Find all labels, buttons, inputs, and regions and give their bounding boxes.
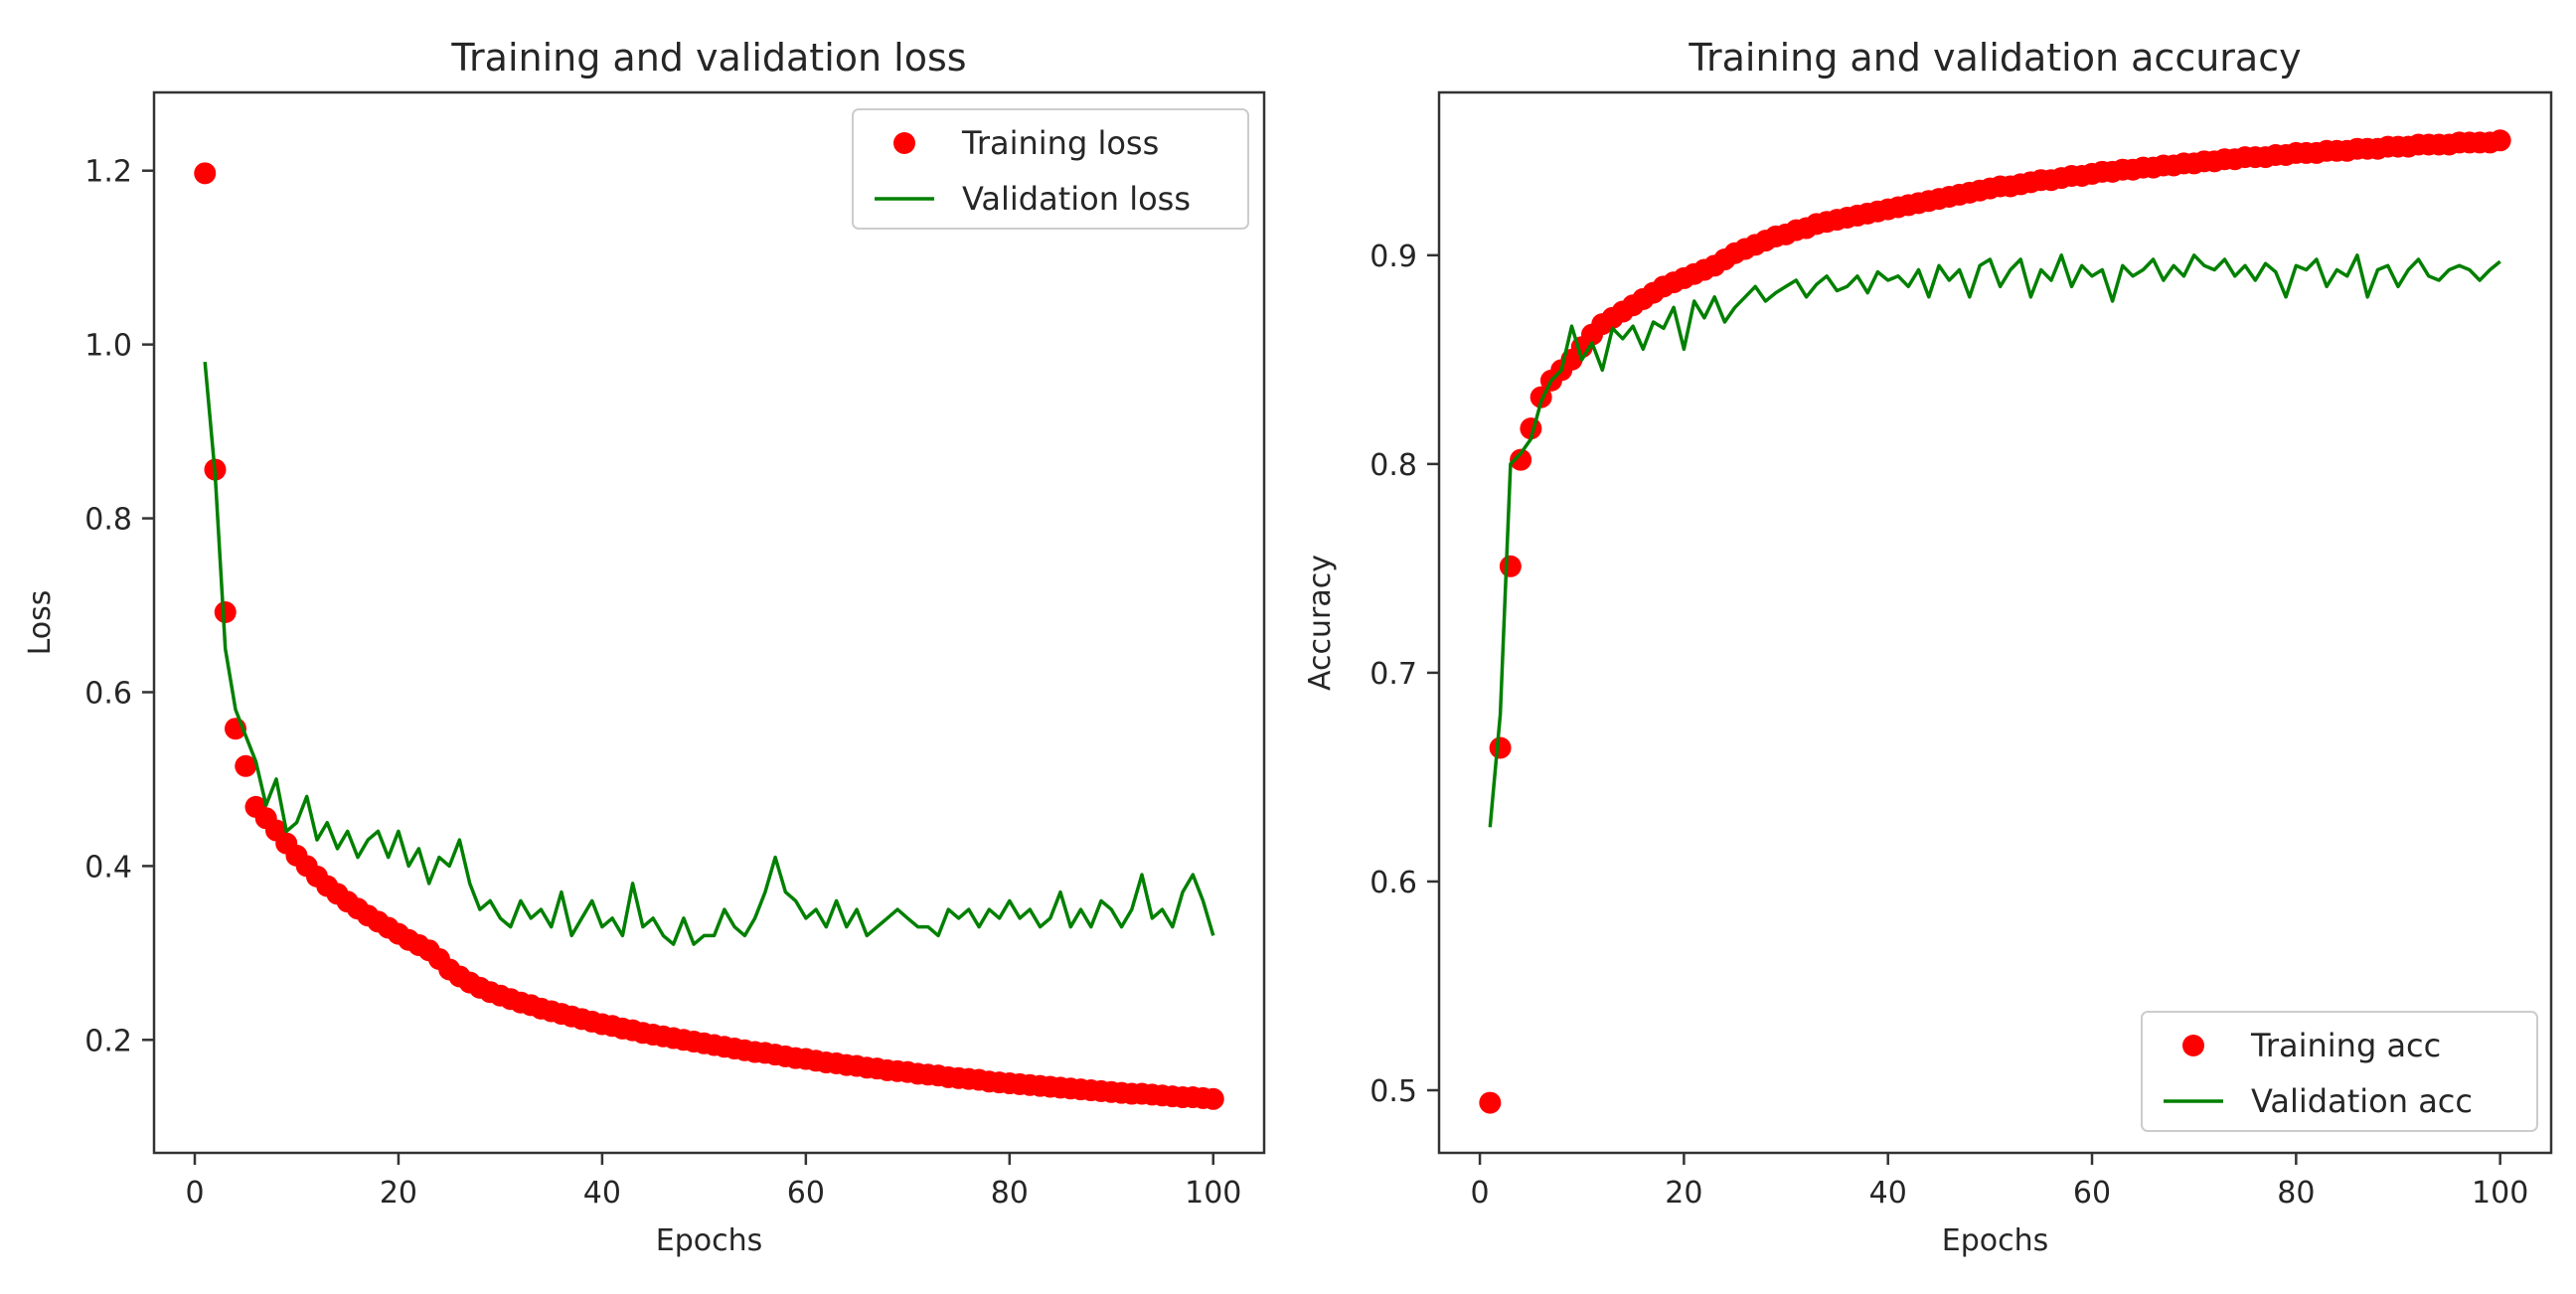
x-tick-label: 80 [2277,1176,2315,1211]
legend-box [2141,1011,2538,1132]
legend-label: Validation acc [2251,1082,2473,1120]
y-tick-label: 1.2 [84,155,132,190]
data-point [214,601,237,624]
y-tick-label: 1.0 [84,329,132,364]
legend-box [852,108,1249,230]
series-line-validation-loss [203,361,1215,946]
x-tick-label: 100 [2472,1176,2528,1211]
x-tick-label: 60 [787,1176,825,1211]
x-tick-label: 0 [1471,1176,1490,1211]
y-axis-label: Accuracy [1303,555,1338,691]
data-point [1499,555,1522,577]
chart-title: Training and validation accuracy [1688,36,2301,80]
x-tick-label: 20 [1665,1176,1702,1211]
y-axis-label: Loss [23,590,58,656]
legend-label: Validation loss [962,180,1191,218]
legend-label: Training acc [2250,1027,2441,1064]
accuracy-chart: 0 20 40 60 80 100 0.5 0.6 0.7 0.8 0.9 Training and … [1303,36,2553,1258]
axes-frame [1437,90,2553,1155]
data-point [2489,129,2511,152]
data-point [1510,448,1532,471]
y-tick-label: 0.8 [84,503,132,538]
y-tick-label: 0.8 [1369,448,1417,483]
data-point [194,162,217,185]
data-point [1479,1091,1502,1114]
y-tick-label: 0.2 [84,1024,132,1058]
x-tick-label: 40 [1869,1176,1907,1211]
x-tick-label: 20 [380,1176,417,1211]
data-point [1489,736,1512,759]
series-line-validation-acc [1488,253,2501,828]
data-point [1202,1087,1224,1110]
x-axis-label: Epochs [656,1223,763,1258]
chart-title: Training and validation loss [450,36,966,80]
axes-frame [152,90,1266,1155]
y-tick-label: 0.7 [1369,657,1417,692]
y-tick-label: 0.6 [84,676,132,711]
x-tick-label: 80 [991,1176,1029,1211]
plot-area [1439,92,2551,1153]
y-tick-label: 0.9 [1369,240,1417,274]
x-axis-label: Epochs [1942,1223,2049,1258]
legend-marker-swatch [2182,1035,2204,1056]
loss-chart: 0 20 40 60 80 100 0.2 0.4 0.6 0.8 1.0 1.2 Training a… [23,36,1266,1258]
y-tick-label: 0.5 [1369,1074,1417,1109]
x-tick-label: 60 [2073,1176,2111,1211]
x-tick-label: 40 [583,1176,621,1211]
x-tick-label: 100 [1185,1176,1241,1211]
plot-area [154,92,1264,1153]
y-tick-label: 0.4 [84,850,132,885]
legend-marker-swatch [893,132,915,154]
data-point [235,754,257,777]
x-tick-label: 0 [185,1176,204,1211]
y-tick-label: 0.6 [1369,866,1417,900]
legend-label: Training loss [961,124,1159,162]
